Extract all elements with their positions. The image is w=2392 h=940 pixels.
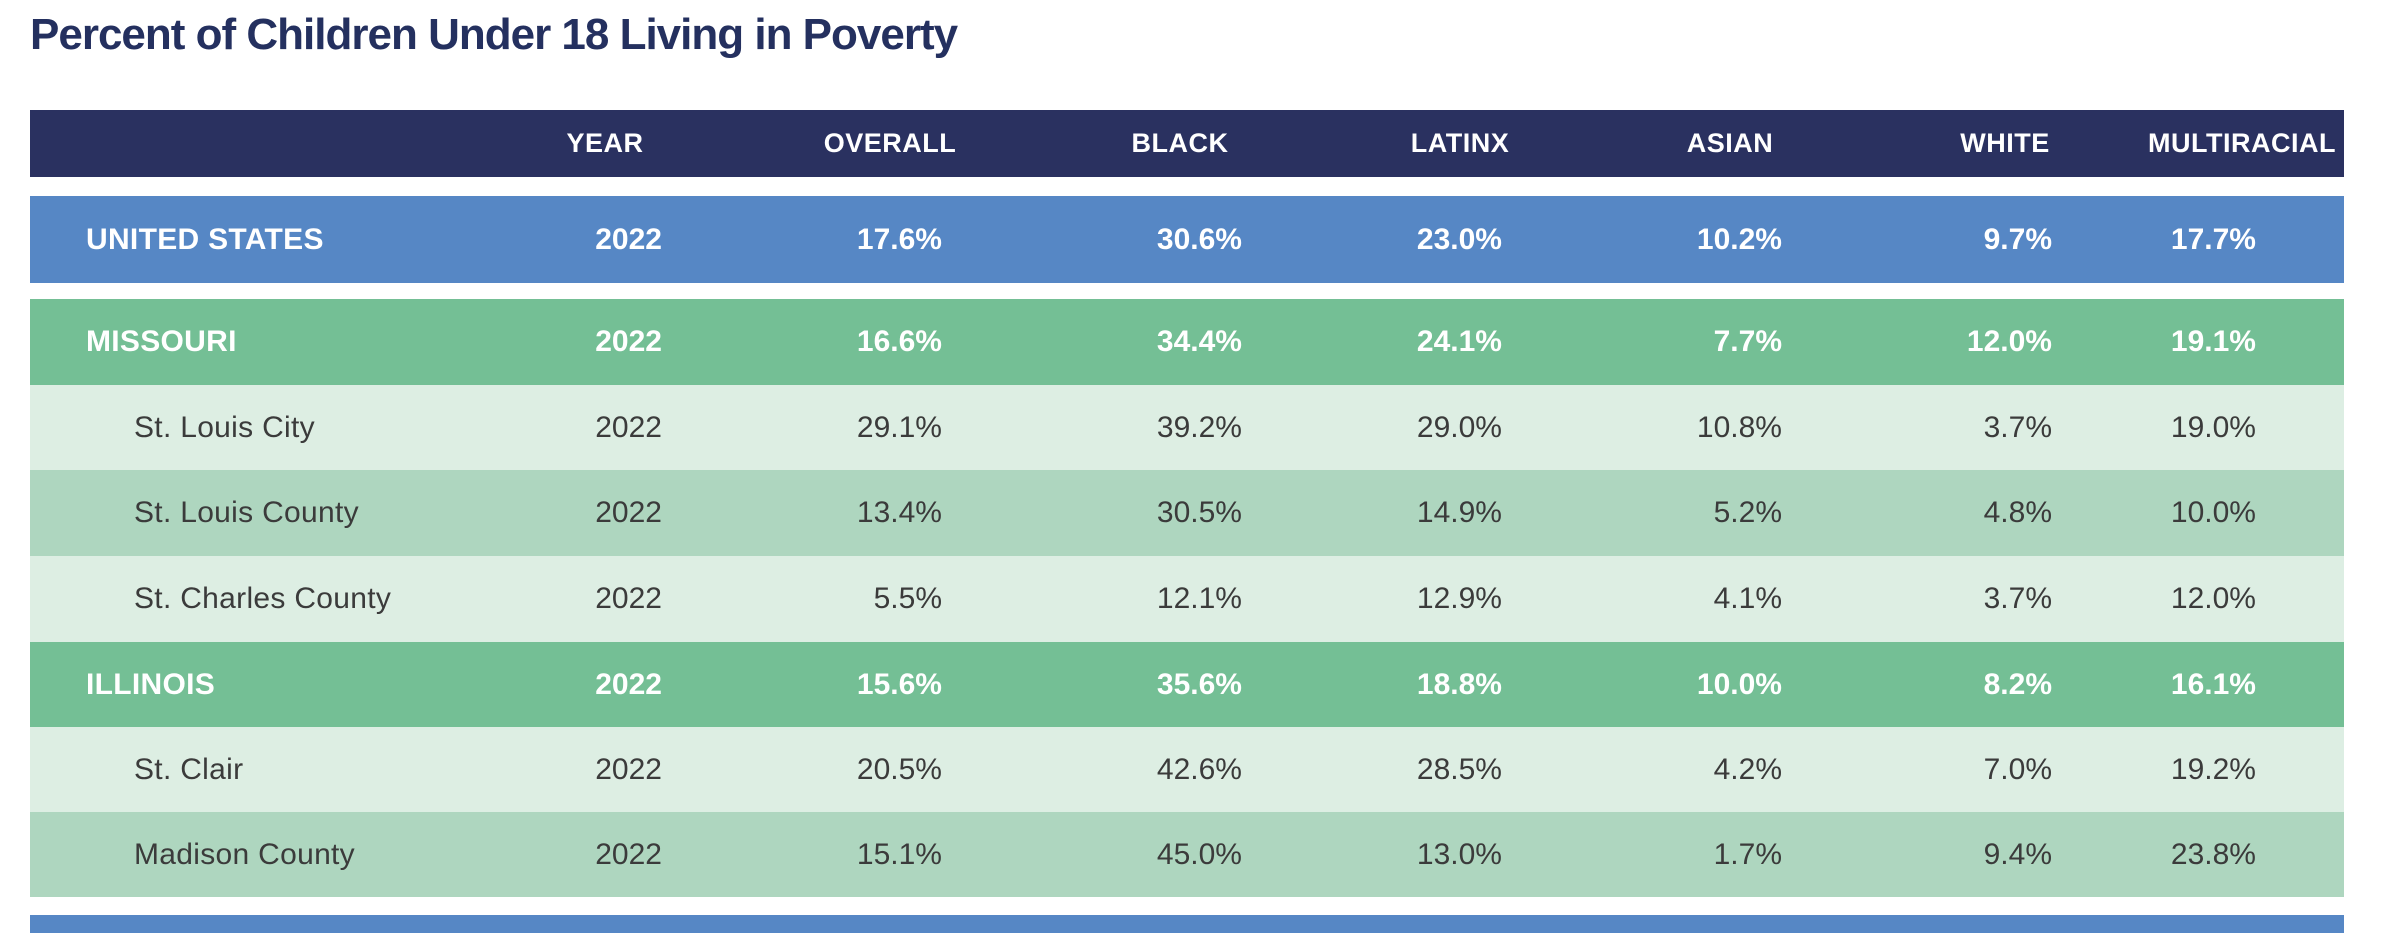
page-title: Percent of Children Under 18 Living in P…: [30, 10, 958, 59]
table-row: St. Louis City 2022 29.1% 39.2% 29.0% 10…: [30, 385, 2344, 470]
row-value: 29.1%: [856, 410, 942, 444]
table-body: UNITED STATES 2022 17.6% 30.6% 23.0% 10.…: [30, 196, 2344, 897]
row-year: 2022: [595, 752, 662, 786]
row-year: 2022: [595, 325, 662, 358]
poverty-table: YEAR OVERALL BLACK LATINX ASIAN WHITE MULTIRAC…: [30, 110, 2344, 897]
row-value: 45.0%: [1156, 837, 1242, 871]
header-cell: MULTIRACIAL: [2148, 128, 2336, 158]
row-value: 1.7%: [1713, 837, 1782, 871]
row-value: 18.8%: [1416, 667, 1502, 701]
header-cell: OVERALL: [823, 128, 957, 158]
row-value: 4.8%: [1983, 496, 2052, 529]
row-label: St. Charles County: [134, 582, 392, 615]
table-row: ILLINOIS 2022 15.6% 35.6% 18.8% 10.0% 8.…: [30, 642, 2344, 727]
row-value: 12.0%: [2170, 582, 2256, 615]
row-value: 24.1%: [1416, 325, 1502, 358]
row-value: 15.6%: [856, 667, 942, 701]
header-cell: WHITE: [1960, 128, 2050, 158]
row-year: 2022: [595, 837, 662, 871]
row-label: Madison County: [134, 837, 355, 871]
row-value: 15.1%: [856, 837, 942, 871]
row-value: 12.0%: [1966, 325, 2052, 358]
table-row: UNITED STATES 2022 17.6% 30.6% 23.0% 10.…: [30, 196, 2344, 283]
row-value: 20.5%: [856, 752, 942, 786]
row-value: 7.7%: [1713, 325, 1782, 358]
row-value: 14.9%: [1416, 496, 1502, 529]
row-value: 4.1%: [1713, 582, 1782, 615]
row-value: 17.7%: [2170, 222, 2256, 256]
row-label: UNITED STATES: [86, 222, 324, 256]
cutoff-next-row-bar: [30, 915, 2344, 933]
row-value: 28.5%: [1416, 752, 1502, 786]
row-value: 35.6%: [1156, 667, 1242, 701]
header-cell: ASIAN: [1686, 128, 1774, 158]
row-value: 5.2%: [1713, 496, 1782, 529]
table-row: St. Clair 2022 20.5% 42.6% 28.5% 4.2% 7.…: [30, 727, 2344, 812]
row-value: 13.0%: [1416, 837, 1502, 871]
table-header-row: YEAR OVERALL BLACK LATINX ASIAN WHITE MULTIRAC…: [30, 110, 2344, 177]
row-value: 42.6%: [1156, 752, 1242, 786]
row-year: 2022: [595, 496, 662, 529]
row-value: 10.0%: [2170, 496, 2256, 529]
row-value: 30.5%: [1156, 496, 1242, 529]
table-row: St. Charles County 2022 5.5% 12.1% 12.9%…: [30, 556, 2344, 642]
table-row: MISSOURI 2022 16.6% 34.4% 24.1% 7.7% 12.…: [30, 299, 2344, 385]
header-cell: BLACK: [1131, 128, 1229, 158]
row-value: 16.1%: [2170, 667, 2256, 701]
row-value: 10.0%: [1696, 667, 1782, 701]
row-value: 30.6%: [1156, 222, 1242, 256]
row-label: MISSOURI: [86, 325, 237, 358]
row-value: 19.2%: [2170, 752, 2256, 786]
row-year: 2022: [595, 222, 662, 256]
row-value: 8.2%: [1983, 667, 2052, 701]
row-value: 34.4%: [1156, 325, 1242, 358]
row-year: 2022: [595, 582, 662, 615]
row-value: 4.2%: [1713, 752, 1782, 786]
row-value: 29.0%: [1416, 410, 1502, 444]
table-row: Madison County 2022 15.1% 45.0% 13.0% 1.…: [30, 812, 2344, 897]
row-value: 17.6%: [856, 222, 942, 256]
row-label: ILLINOIS: [86, 667, 216, 701]
row-value: 7.0%: [1983, 752, 2052, 786]
row-value: 10.2%: [1696, 222, 1782, 256]
row-label: St. Clair: [134, 752, 244, 786]
row-value: 16.6%: [856, 325, 942, 358]
row-value: 9.7%: [1983, 222, 2052, 256]
row-value: 3.7%: [1983, 582, 2052, 615]
row-year: 2022: [595, 667, 662, 701]
row-value: 23.8%: [2170, 837, 2256, 871]
row-value: 19.1%: [2170, 325, 2256, 358]
row-value: 5.5%: [873, 582, 942, 615]
header-cell: LATINX: [1410, 128, 1510, 158]
row-value: 12.9%: [1416, 582, 1502, 615]
row-label: St. Louis City: [134, 410, 315, 444]
row-year: 2022: [595, 410, 662, 444]
row-value: 13.4%: [856, 496, 942, 529]
row-value: 19.0%: [2170, 410, 2256, 444]
header-cell: YEAR: [566, 128, 644, 158]
row-label: St. Louis County: [134, 496, 359, 529]
row-value: 23.0%: [1416, 222, 1502, 256]
row-value: 12.1%: [1156, 582, 1242, 615]
row-value: 39.2%: [1156, 410, 1242, 444]
row-value: 9.4%: [1983, 837, 2052, 871]
row-value: 3.7%: [1983, 410, 2052, 444]
table-row: St. Louis County 2022 13.4% 30.5% 14.9% …: [30, 470, 2344, 556]
row-value: 10.8%: [1696, 410, 1782, 444]
